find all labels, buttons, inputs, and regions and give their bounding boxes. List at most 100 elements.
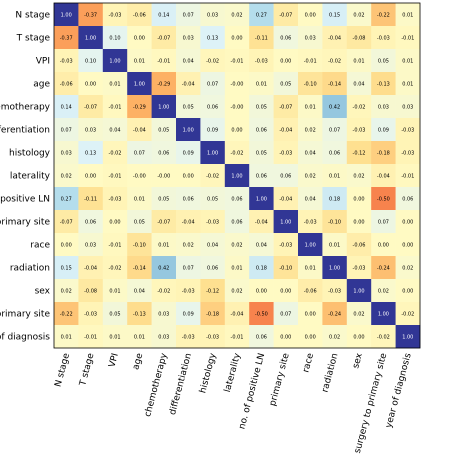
heatmap-cell	[200, 141, 226, 165]
heatmap-cell	[78, 210, 104, 234]
cell-value-label: -0.06	[133, 12, 146, 18]
heatmap-cell	[346, 164, 372, 188]
cell-value-label: 0.02	[183, 242, 194, 248]
cell-value-label: 0.00	[183, 173, 194, 179]
heatmap-cell	[346, 210, 372, 234]
heatmap-cell	[298, 233, 323, 257]
heatmap-cell	[322, 233, 348, 257]
heatmap-cell	[249, 164, 274, 188]
heatmap-cell	[395, 302, 421, 326]
cell-value-label: 1.00	[231, 173, 242, 179]
heatmap-cell	[127, 256, 152, 280]
heatmap-cell	[127, 49, 152, 73]
y-tick-label: histology	[9, 149, 51, 159]
y-tick-label: o of positive LN	[0, 195, 50, 205]
heatmap-cell	[54, 210, 79, 234]
cell-value-label: 0.06	[231, 219, 242, 225]
cell-value-label: 0.01	[231, 265, 242, 271]
heatmap-cell	[273, 233, 299, 257]
heatmap-cell	[224, 141, 250, 165]
cell-value-label: -0.24	[328, 311, 341, 317]
heatmap-cell	[127, 325, 152, 349]
cell-value-label: 0.02	[329, 334, 340, 340]
cell-value-label: -0.02	[109, 150, 122, 156]
heatmap-cell	[395, 256, 421, 280]
cell-value-label: 0.01	[109, 288, 120, 294]
heatmap-cell	[78, 26, 104, 50]
heatmap-cells: 1.00 -0.37 -0.03 -0.06 0.14 0.07 0.03 0.02 0.27 -…	[54, 3, 421, 349]
y-tick-label: differentiation	[0, 126, 50, 136]
heatmap-cell	[346, 3, 372, 27]
heatmap-cell	[54, 187, 79, 211]
cell-value-label: 0.01	[134, 334, 145, 340]
heatmap-cell	[371, 302, 396, 326]
cell-value-label: 1.00	[256, 196, 267, 202]
heatmap-cell	[371, 256, 396, 280]
cell-value-label: 0.00	[305, 334, 316, 340]
heatmap-cell	[176, 210, 201, 234]
cell-value-label: 0.00	[280, 288, 291, 294]
heatmap-cell	[249, 325, 274, 349]
cell-value-label: 1.00	[280, 219, 291, 225]
cell-value-label: -0.01	[109, 104, 122, 110]
cell-value-label: 0.00	[231, 35, 242, 41]
heatmap-cell	[176, 256, 201, 280]
heatmap-cell	[249, 49, 274, 73]
heatmap-cell	[273, 95, 299, 119]
cell-value-label: -0.07	[279, 12, 292, 18]
heatmap-cell	[127, 95, 152, 119]
cell-value-label: 0.00	[305, 12, 316, 18]
heatmap-cell	[224, 26, 250, 50]
cell-value-label: -0.37	[84, 12, 97, 18]
cell-value-label: 0.09	[207, 127, 218, 133]
cell-value-label: 0.00	[353, 334, 364, 340]
cell-value-label: -0.02	[206, 173, 219, 179]
heatmap-cell	[78, 49, 104, 73]
cell-value-label: 0.03	[85, 127, 96, 133]
heatmap-cell	[346, 49, 372, 73]
cell-value-label: -0.07	[157, 35, 170, 41]
heatmap-cell	[200, 256, 226, 280]
heatmap-cell	[224, 279, 250, 303]
cell-value-label: 1.00	[378, 311, 389, 317]
heatmap-cell	[395, 233, 421, 257]
x-tick-label: age	[131, 352, 145, 371]
cell-value-label: 0.00	[305, 311, 316, 317]
heatmap-cell	[273, 26, 299, 50]
heatmap-cell	[273, 49, 299, 73]
heatmap-cell	[395, 164, 421, 188]
heatmap-cell	[200, 95, 226, 119]
cell-value-label: 1.00	[85, 35, 96, 41]
cell-value-label: 0.00	[61, 242, 72, 248]
heatmap-cell	[346, 302, 372, 326]
cell-value-label: 0.00	[402, 219, 413, 225]
cell-value-label: 0.06	[256, 173, 267, 179]
heatmap-cell	[78, 302, 104, 326]
cell-value-label: 0.06	[231, 196, 242, 202]
heatmap-cell	[249, 118, 274, 142]
heatmap-cell	[176, 302, 201, 326]
cell-value-label: -0.11	[255, 35, 268, 41]
cell-value-label: -0.00	[231, 104, 244, 110]
heatmap-cell	[346, 141, 372, 165]
heatmap-cell	[102, 141, 128, 165]
heatmap-cell	[78, 187, 104, 211]
cell-value-label: 0.01	[109, 334, 120, 340]
cell-value-label: -0.03	[401, 127, 414, 133]
cell-value-label: 0.04	[183, 58, 194, 64]
heatmap-cell	[54, 302, 79, 326]
cell-value-label: -0.14	[328, 81, 341, 87]
cell-value-label: 0.05	[378, 58, 389, 64]
cell-value-label: 0.15	[329, 12, 340, 18]
heatmap-cell	[54, 233, 79, 257]
cell-value-label: -0.01	[84, 334, 97, 340]
heatmap-cell	[200, 233, 226, 257]
cell-value-label: 0.06	[207, 265, 218, 271]
cell-value-label: -0.03	[328, 288, 341, 294]
cell-value-label: 0.04	[256, 242, 267, 248]
heatmap-cell	[249, 187, 274, 211]
heatmap-cell	[127, 3, 152, 27]
cell-value-label: -0.03	[304, 219, 317, 225]
cell-value-label: 0.14	[158, 12, 169, 18]
heatmap-cell	[273, 210, 299, 234]
